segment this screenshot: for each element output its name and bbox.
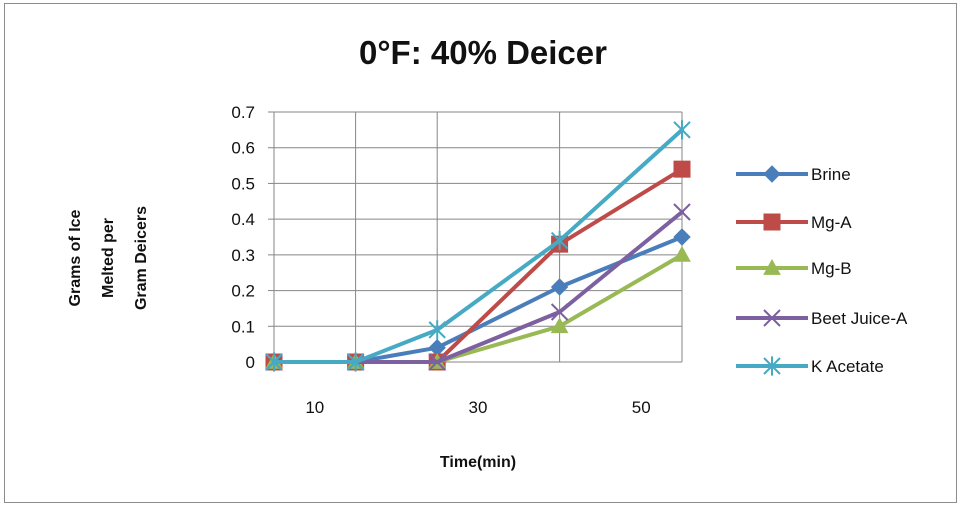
series-k-acetate bbox=[265, 120, 691, 372]
data-point bbox=[763, 165, 781, 183]
data-point bbox=[550, 303, 569, 321]
legend-label: Beet Juice-A bbox=[811, 309, 908, 328]
series-mg-b bbox=[265, 245, 691, 369]
data-point bbox=[673, 160, 691, 178]
legend-item: Brine bbox=[736, 165, 851, 184]
data-point bbox=[673, 245, 691, 262]
legend-label: Mg-B bbox=[811, 259, 852, 278]
data-point bbox=[550, 230, 569, 251]
legend-item: Mg-A bbox=[736, 213, 852, 232]
data-point bbox=[763, 258, 781, 275]
data-point bbox=[763, 309, 781, 327]
data-point bbox=[763, 213, 781, 231]
legend: Brine Mg-A Mg-B Beet Juice-A K Acetate bbox=[736, 165, 908, 376]
data-point bbox=[673, 120, 691, 140]
x-tick-label: 30 bbox=[469, 398, 488, 417]
y-axis-label-line-3: Gram Deicers bbox=[133, 206, 150, 310]
series-mg-a bbox=[265, 160, 691, 371]
data-point bbox=[673, 228, 691, 246]
legend-label: K Acetate bbox=[811, 357, 884, 376]
y-ticks: 0 0.1 0.2 0.3 0.4 0.5 0.6 0.7 bbox=[231, 103, 274, 372]
y-axis-label-line-2: Melted per bbox=[100, 218, 117, 298]
legend-label: Mg-A bbox=[811, 213, 852, 232]
series-group bbox=[265, 120, 691, 372]
data-point bbox=[550, 278, 569, 296]
x-tick-label: 50 bbox=[632, 398, 651, 417]
y-tick-label: 0 bbox=[246, 353, 255, 372]
chart-frame bbox=[4, 3, 957, 503]
data-point bbox=[346, 352, 365, 372]
x-axis-label: Time(min) bbox=[440, 454, 516, 471]
data-point bbox=[265, 352, 283, 372]
y-tick-label: 0.2 bbox=[231, 282, 255, 301]
y-axis-label-line-1: Grams of Ice bbox=[67, 209, 84, 306]
y-tick-label: 0.7 bbox=[231, 103, 255, 122]
chart-title: 0°F: 40% Deicer bbox=[359, 34, 607, 71]
x-ticks: 10 30 50 bbox=[305, 398, 650, 417]
series-line bbox=[272, 167, 684, 364]
x-tick-label: 10 bbox=[305, 398, 324, 417]
data-point bbox=[428, 320, 446, 340]
legend-item: Mg-B bbox=[736, 258, 852, 278]
series-line bbox=[272, 210, 684, 364]
legend-item: K Acetate bbox=[736, 356, 884, 376]
legend-item: Beet Juice-A bbox=[736, 309, 908, 328]
legend-label: Brine bbox=[811, 165, 851, 184]
data-point bbox=[763, 356, 781, 376]
y-tick-label: 0.5 bbox=[231, 174, 255, 193]
grid bbox=[273, 111, 683, 362]
data-point bbox=[673, 203, 691, 221]
data-point bbox=[428, 353, 446, 371]
y-axis-label: Grams of Ice Melted per Gram Deicers bbox=[67, 206, 150, 310]
data-point bbox=[550, 317, 569, 334]
y-tick-label: 0.4 bbox=[231, 210, 255, 229]
y-tick-label: 0.1 bbox=[231, 317, 255, 336]
y-tick-label: 0.6 bbox=[231, 139, 255, 158]
y-tick-label: 0.3 bbox=[231, 246, 255, 265]
